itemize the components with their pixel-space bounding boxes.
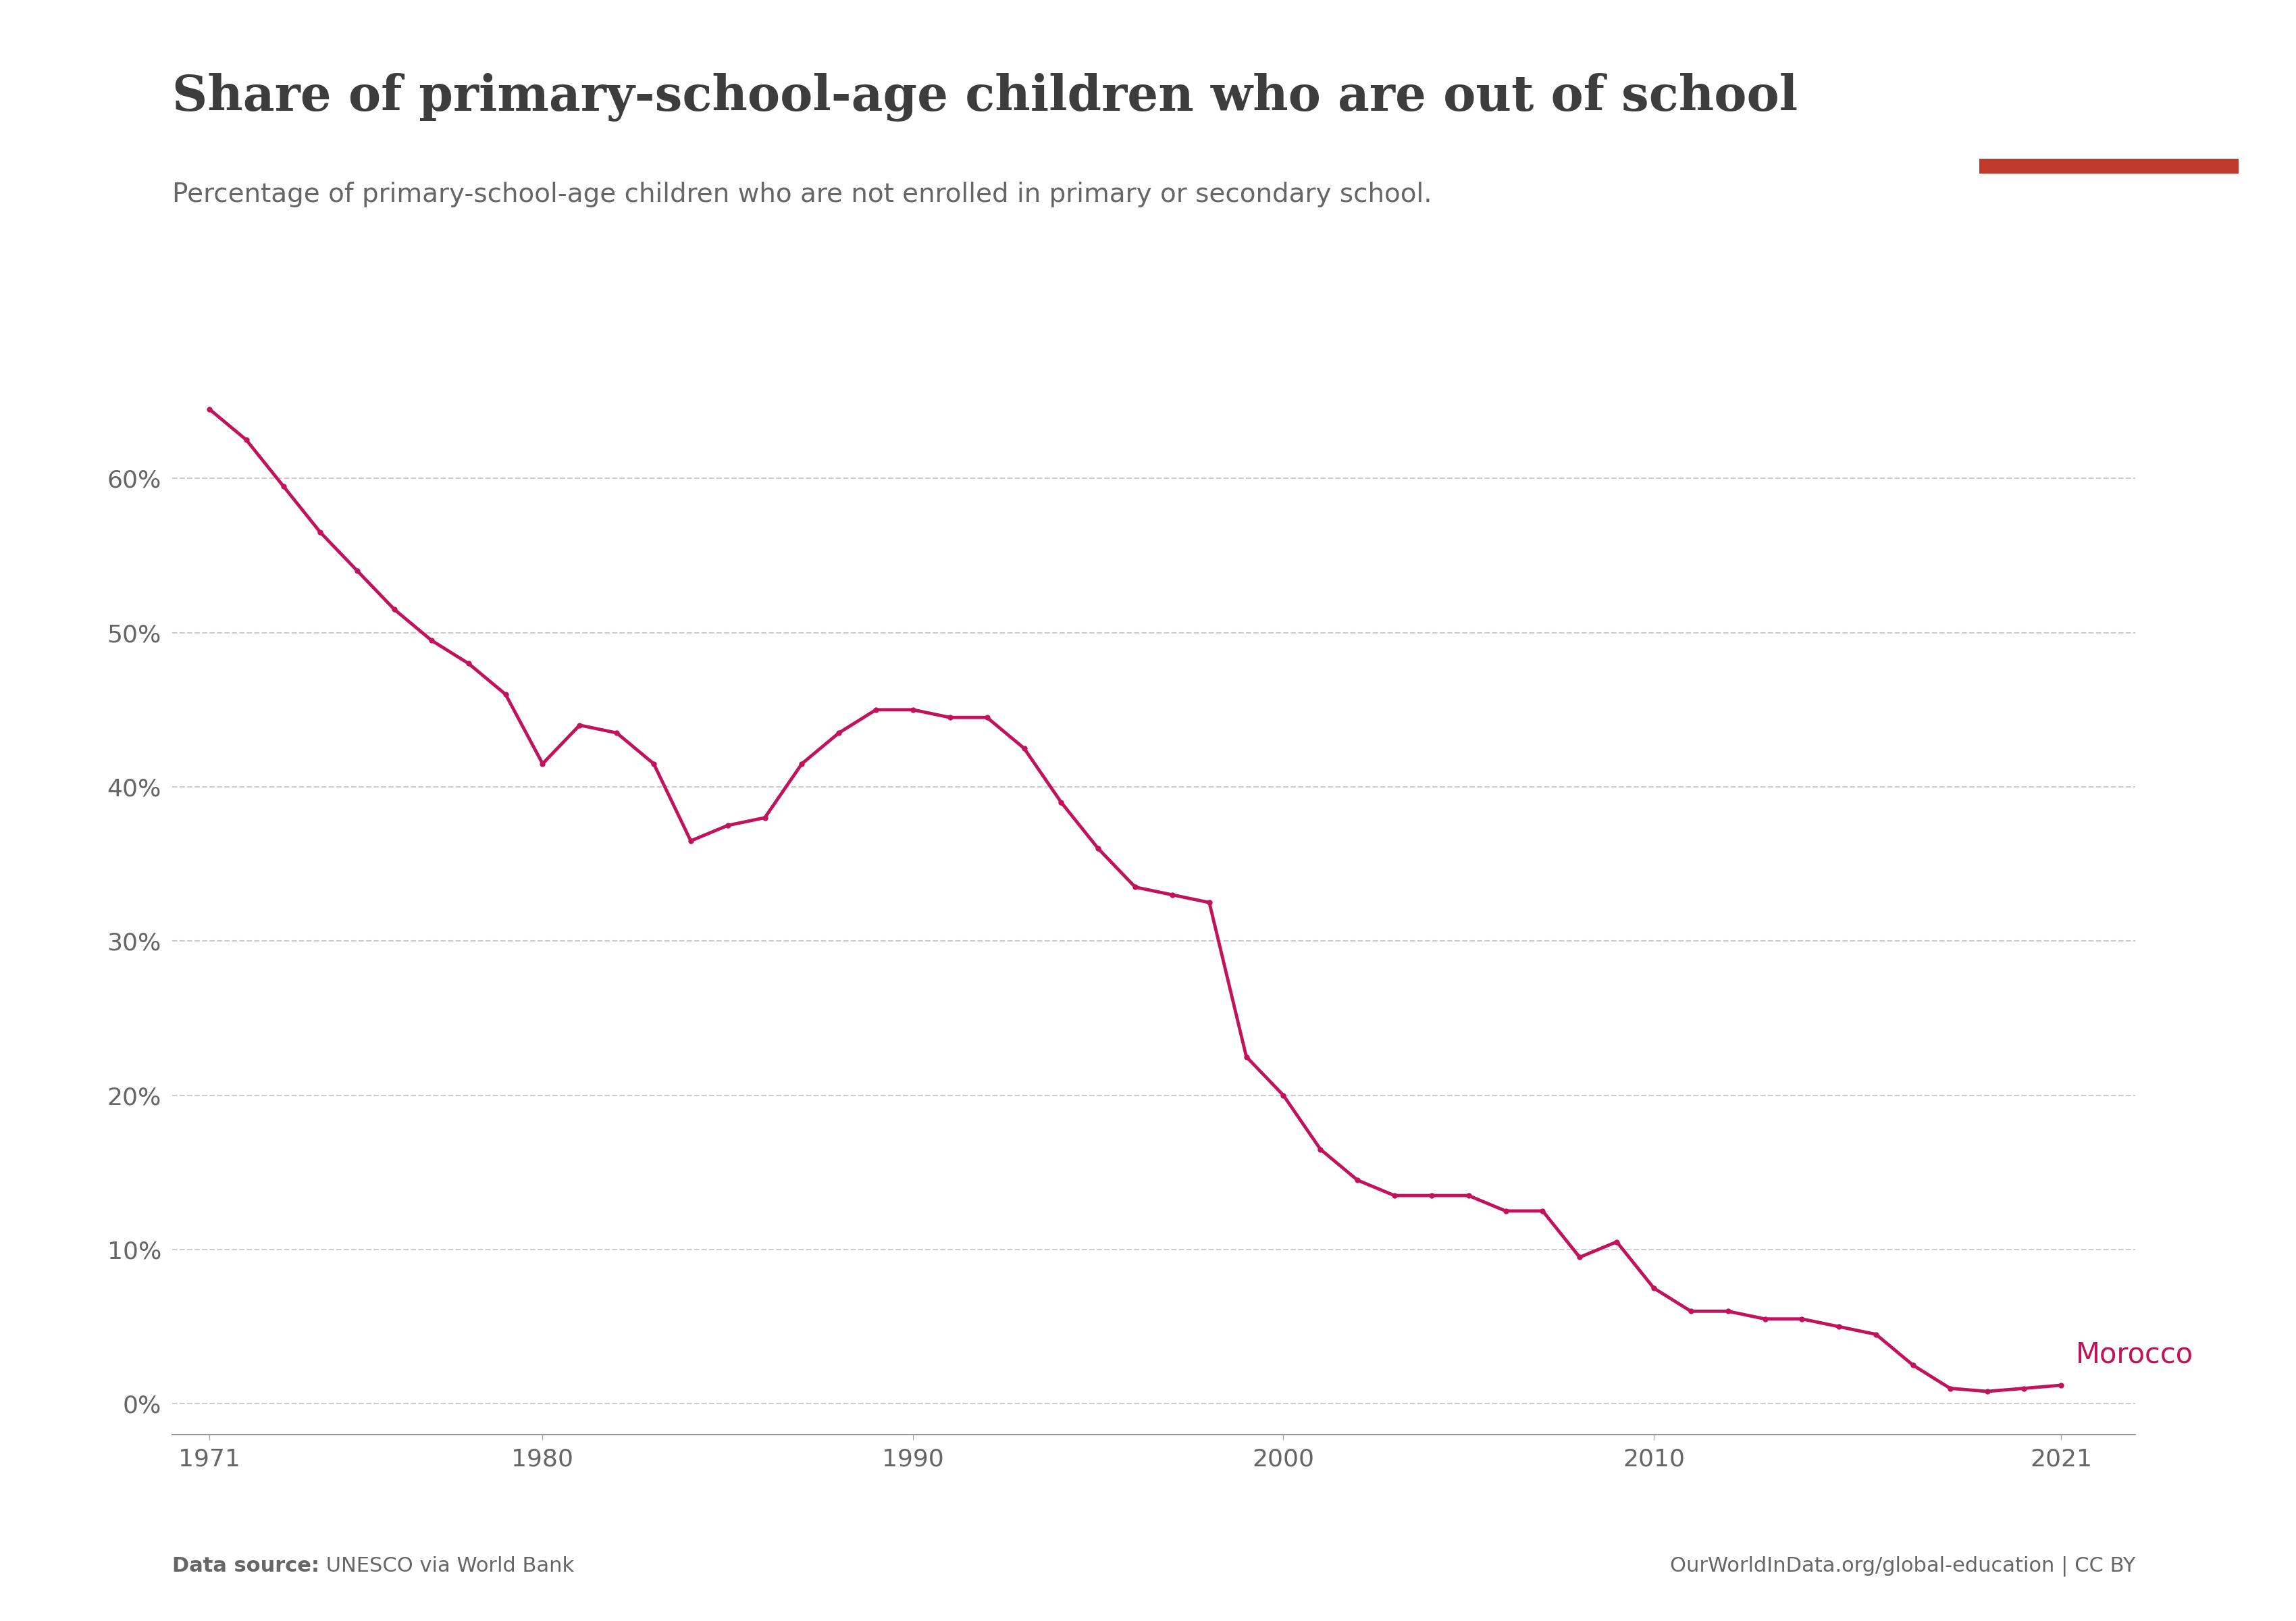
Text: UNESCO via World Bank: UNESCO via World Bank (319, 1556, 574, 1576)
FancyBboxPatch shape (1979, 159, 2239, 173)
Text: Share of primary-school-age children who are out of school: Share of primary-school-age children who… (172, 73, 1798, 122)
Text: Our World: Our World (2039, 65, 2179, 88)
Text: Percentage of primary-school-age children who are not enrolled in primary or sec: Percentage of primary-school-age childre… (172, 182, 1433, 207)
Text: Data source:: Data source: (172, 1556, 319, 1576)
Text: OurWorldInData.org/global-education | CC BY: OurWorldInData.org/global-education | CC… (1669, 1556, 2135, 1577)
Text: Morocco: Morocco (2076, 1341, 2193, 1368)
Text: in Data: in Data (2060, 118, 2158, 141)
